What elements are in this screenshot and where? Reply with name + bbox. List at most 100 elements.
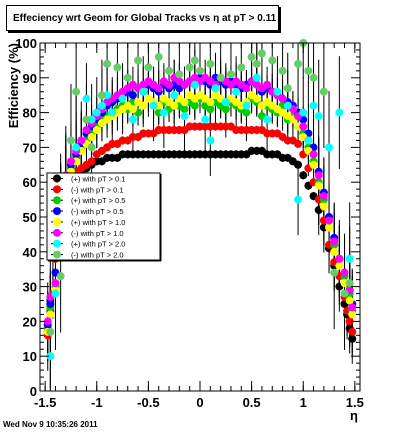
data-point <box>314 181 323 190</box>
data-point <box>319 87 328 96</box>
data-point <box>278 94 287 103</box>
data-point <box>97 101 106 110</box>
x-tick-label: 1 <box>300 395 307 410</box>
data-point <box>309 101 318 110</box>
data-point <box>144 63 153 72</box>
legend-box <box>46 172 161 261</box>
data-point <box>185 63 194 72</box>
data-point <box>87 143 96 152</box>
data-point <box>345 296 354 305</box>
data-point <box>211 84 220 93</box>
data-point <box>134 56 143 65</box>
data-point <box>304 66 313 75</box>
data-point <box>252 59 261 68</box>
data-point <box>180 112 189 121</box>
data-point <box>46 310 55 319</box>
data-point <box>348 327 357 336</box>
data-point <box>319 192 328 201</box>
data-point <box>56 272 65 281</box>
legend-entry-label: (-) with pT > 2.0 <box>71 251 124 260</box>
legend-marker <box>53 174 61 183</box>
legend-entry-label: (-) with pT > 1.0 <box>71 229 124 238</box>
data-point <box>190 101 199 110</box>
legend-marker <box>53 239 61 248</box>
data-point <box>46 327 55 336</box>
data-point <box>92 108 101 117</box>
data-point <box>325 143 334 152</box>
data-point <box>108 108 117 117</box>
data-point <box>294 160 303 169</box>
legend-marker <box>53 217 61 226</box>
data-point <box>128 115 137 124</box>
x-tick-label: 0 <box>196 395 203 410</box>
data-point <box>46 352 55 361</box>
data-point <box>180 98 189 107</box>
data-point <box>237 63 246 72</box>
data-point <box>180 105 189 114</box>
data-point <box>294 139 303 148</box>
data-point <box>242 101 251 110</box>
legend-entry-label: (+) with pT > 2.0 <box>71 240 125 249</box>
data-point <box>273 87 282 96</box>
legend-marker <box>53 228 61 237</box>
data-point <box>165 80 174 89</box>
data-point <box>66 157 75 166</box>
data-point <box>309 160 318 169</box>
data-point <box>345 317 354 326</box>
data-point <box>51 279 60 288</box>
data-point <box>314 171 323 180</box>
chart-title: Effeciency wrt Geom for Global Tracks vs… <box>6 5 279 31</box>
legend-entry-label: (+) with pT > 1.0 <box>71 218 125 227</box>
timestamp-footer: Wed Nov 9 10:35:26 2011 <box>3 420 98 429</box>
data-point <box>216 73 225 82</box>
x-tick-label: -1.5 <box>34 395 56 410</box>
data-point <box>196 66 204 75</box>
data-point <box>348 310 357 319</box>
data-point <box>278 66 287 75</box>
data-point <box>330 237 339 246</box>
data-point <box>170 91 179 100</box>
data-point <box>348 334 357 343</box>
y-tick-label: 100 <box>15 36 37 51</box>
data-point <box>330 247 339 256</box>
legend-marker <box>53 207 61 216</box>
data-point <box>325 216 334 225</box>
y-tick-label: 50 <box>23 210 37 225</box>
legend-marker <box>53 185 61 194</box>
y-tick-label: 80 <box>23 106 37 121</box>
data-point <box>51 289 60 298</box>
data-point <box>335 108 344 117</box>
data-point <box>139 87 148 96</box>
data-point <box>128 105 137 114</box>
data-point <box>128 91 137 100</box>
data-point <box>201 115 210 124</box>
data-point <box>87 157 96 166</box>
data-point <box>294 195 303 204</box>
data-point <box>340 289 349 298</box>
y-axis-label: Efficiency (%) <box>6 43 21 128</box>
data-point <box>190 80 199 89</box>
data-point <box>294 59 303 68</box>
data-point <box>165 66 174 75</box>
data-point <box>283 101 292 110</box>
y-tick-label: 60 <box>23 175 37 190</box>
data-point <box>309 150 318 159</box>
data-point <box>304 136 313 145</box>
data-point <box>92 126 101 134</box>
data-point <box>348 303 357 312</box>
y-tick-label: 20 <box>23 314 37 329</box>
data-point <box>325 223 334 232</box>
data-point <box>299 122 308 131</box>
data-point <box>170 101 179 110</box>
data-point <box>283 84 292 93</box>
legend-entry-label: (-) with pT > 0.1 <box>71 185 124 194</box>
y-tick-label: 70 <box>23 140 37 155</box>
data-point <box>345 254 354 263</box>
data-point <box>206 136 215 145</box>
y-tick-label: 10 <box>23 349 37 364</box>
y-tick-label: 30 <box>23 280 37 295</box>
data-point <box>226 70 235 79</box>
x-tick-label: 0.5 <box>243 395 261 410</box>
x-axis-label: η <box>350 408 358 423</box>
